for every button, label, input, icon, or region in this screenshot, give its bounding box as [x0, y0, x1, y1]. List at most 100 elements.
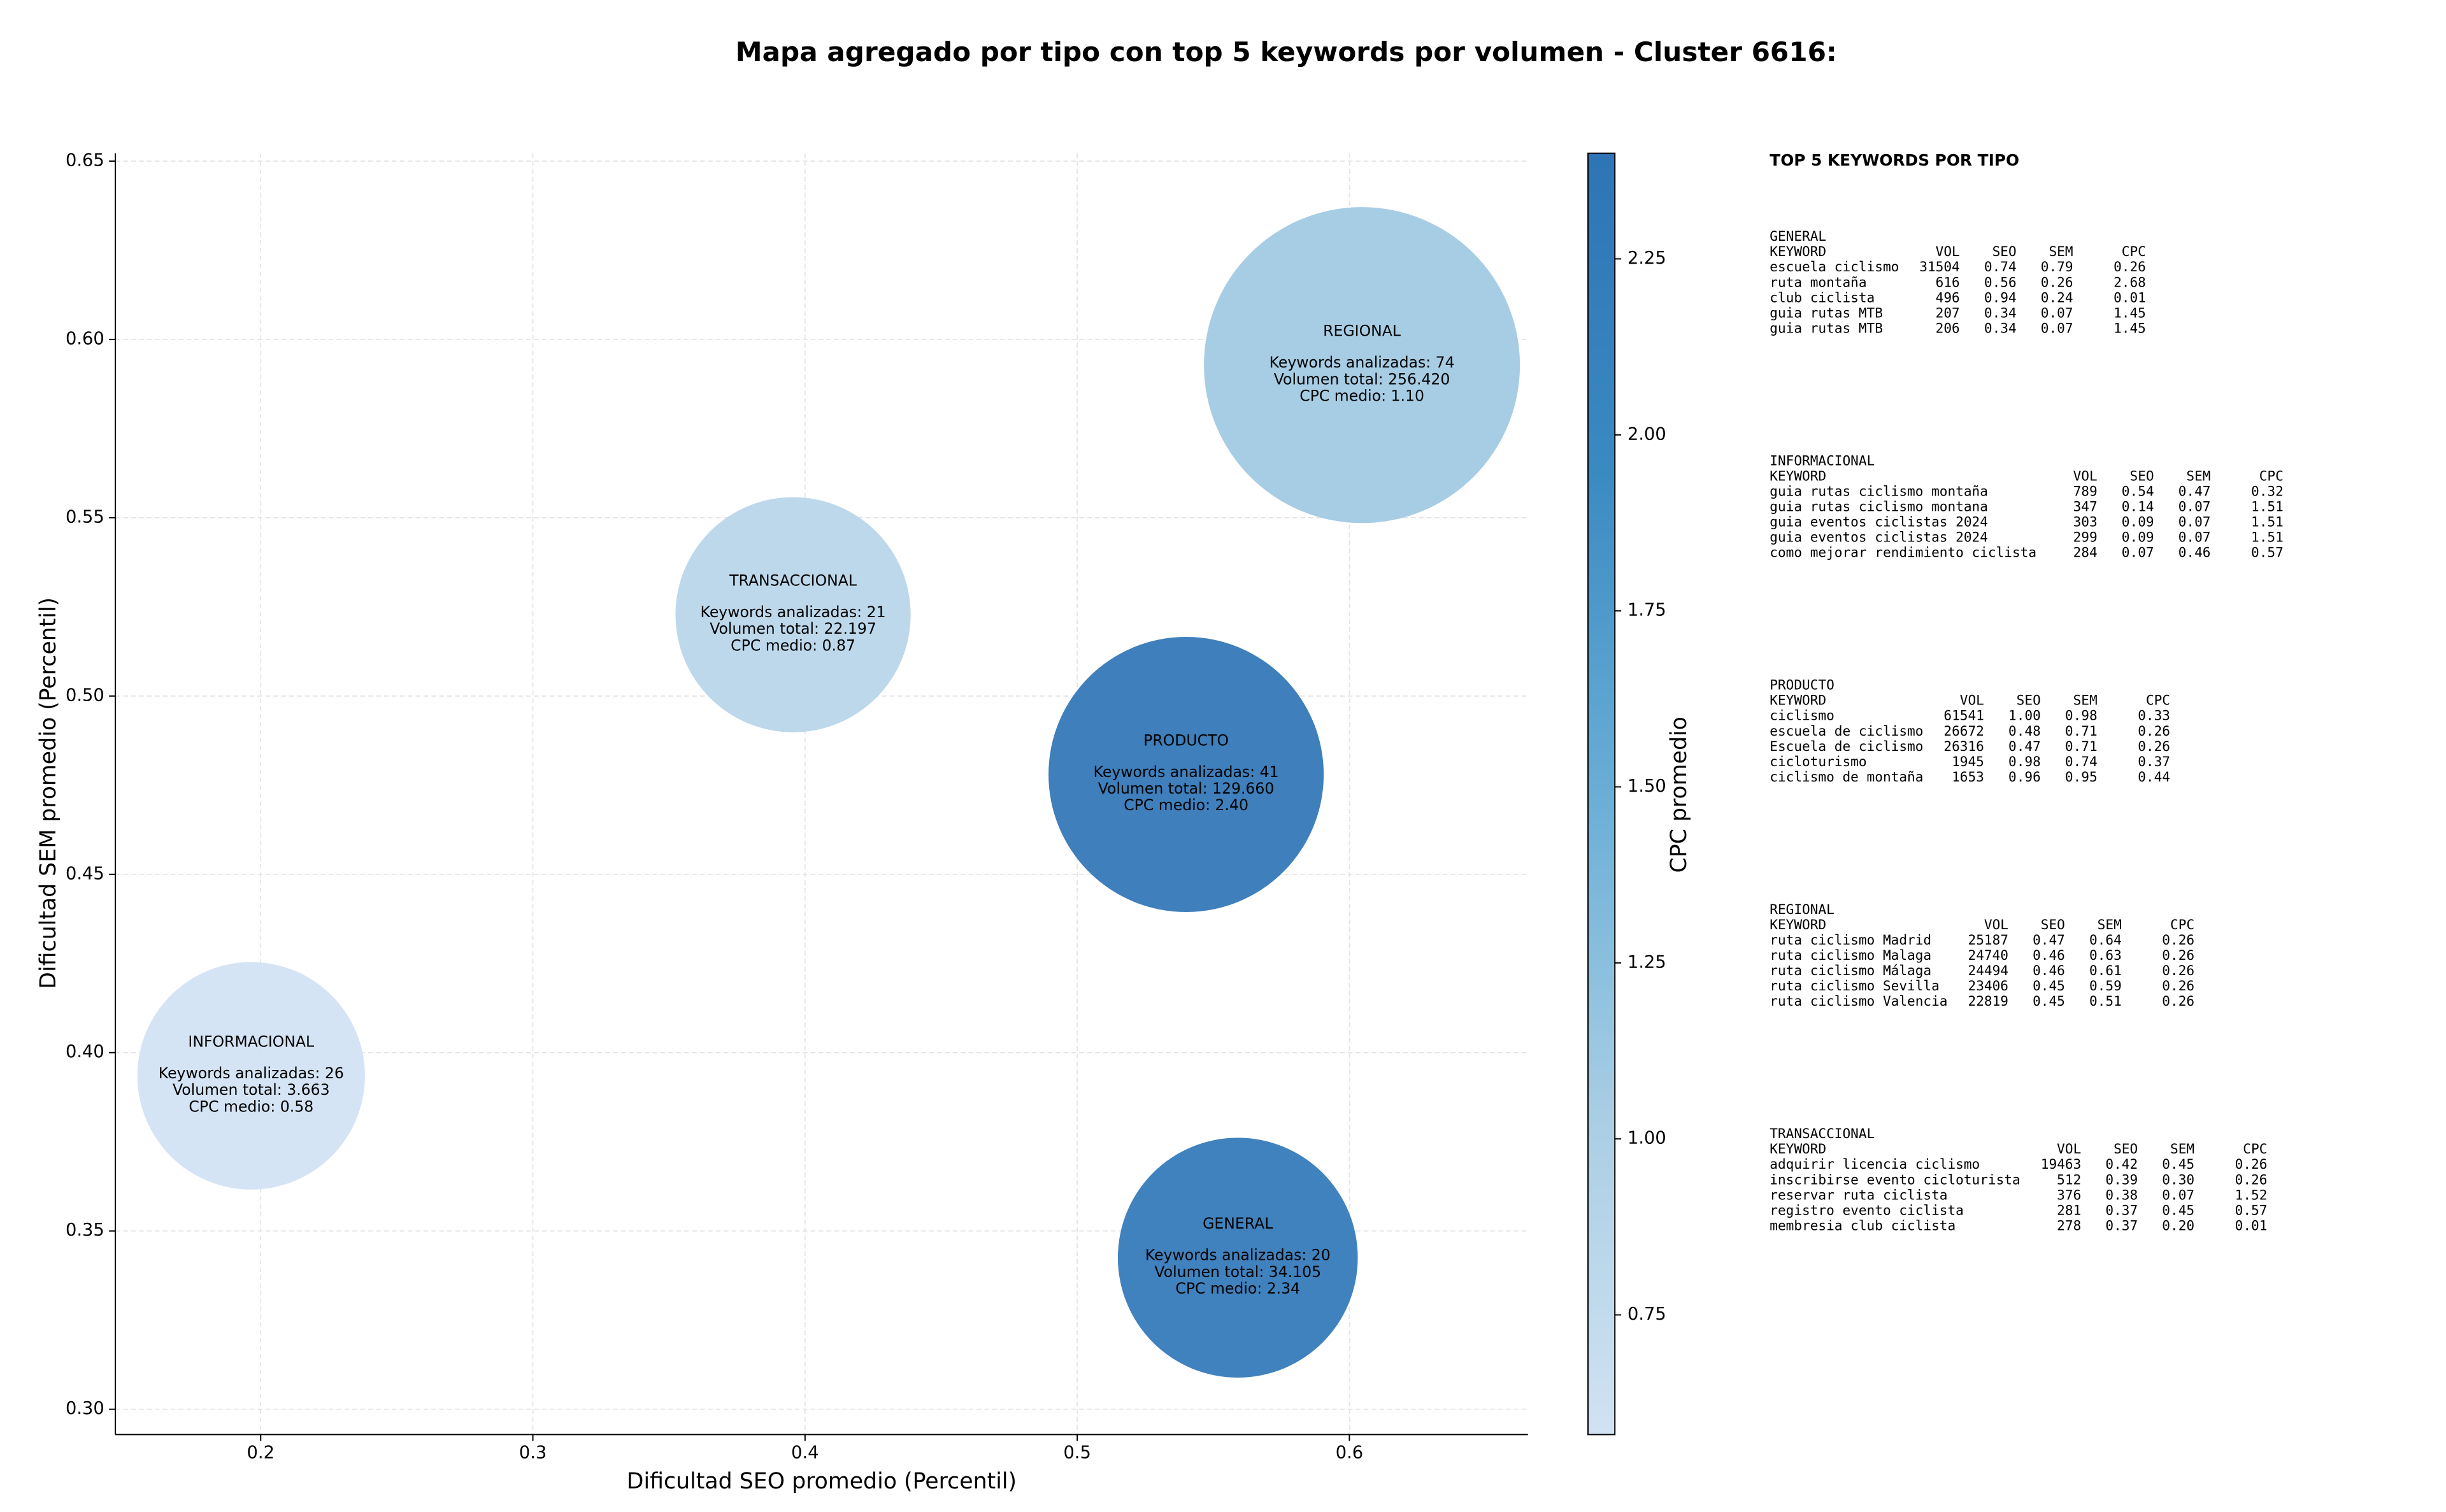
table-cell: 0.26 [2162, 993, 2194, 1009]
colorbar-tick-label: 1.25 [1627, 952, 1666, 972]
table-cell: 0.26 [2138, 723, 2170, 739]
table-cell: 303 [2073, 514, 2098, 530]
table-cell: 0.56 [1984, 274, 2017, 290]
table-header: SEO [2017, 692, 2041, 708]
table-cell: 0.79 [2041, 259, 2073, 275]
table-header: SEM [2170, 1141, 2194, 1157]
table-cell: 1653 [1952, 769, 1984, 785]
table-cell: 1.51 [2251, 499, 2284, 515]
table-header: CPC [2122, 243, 2146, 259]
table-cell: 207 [1936, 304, 1960, 320]
table-cell: 31504 [1919, 259, 1959, 275]
bubble [137, 962, 365, 1190]
table-cell: 0.59 [2089, 978, 2122, 994]
table-header: SEM [2049, 243, 2073, 259]
table-cell: 0.94 [1984, 289, 2017, 305]
table-cell: guia rutas ciclismo montana [1770, 499, 1988, 515]
table-cell: 61541 [1943, 708, 1984, 724]
y-tick-label: 0.50 [66, 685, 104, 705]
table-cell: 0.71 [2065, 738, 2098, 754]
table-cell: 1.45 [2113, 320, 2146, 336]
table-cell: 0.37 [2105, 1202, 2138, 1218]
table-cell: 278 [2057, 1217, 2081, 1233]
y-tick-label: 0.65 [66, 150, 104, 170]
bubble-label: Volumen total: 129.660 [1098, 780, 1275, 797]
table-cell: como mejorar rendimiento ciclista [1770, 545, 2036, 560]
table-header: SEO [1992, 243, 2017, 259]
bubble-label: CPC medio: 2.34 [1175, 1280, 1300, 1297]
bubble-label: CPC medio: 0.58 [189, 1097, 313, 1115]
table-cell: 2.68 [2113, 274, 2146, 290]
table-cell: 0.39 [2105, 1171, 2138, 1187]
table-cell: 0.74 [1984, 259, 2017, 275]
table-header: VOL [2057, 1141, 2081, 1157]
table-cell: 0.74 [2065, 753, 2098, 769]
table-cell: 0.07 [2122, 545, 2154, 560]
table-cell: escuela de ciclismo [1770, 723, 1923, 739]
colorbar-tick-label: 2.00 [1627, 424, 1666, 444]
table-cell: 616 [1936, 274, 1960, 290]
bubble-label: CPC medio: 1.10 [1299, 387, 1424, 404]
table-cell: Escuela de ciclismo [1770, 738, 1923, 754]
table-cell: 206 [1936, 320, 1960, 336]
table-cell: 0.46 [2033, 962, 2065, 978]
table-cell: 376 [2057, 1187, 2081, 1202]
table-cell: 0.46 [2033, 947, 2065, 963]
table-cell: 1.51 [2251, 529, 2284, 545]
colorbar-tick-label: 1.75 [1627, 601, 1666, 620]
table-cell: 0.98 [2065, 708, 2098, 724]
table-cell: 0.14 [2122, 499, 2154, 515]
table-cell: 26672 [1943, 723, 1984, 739]
table-cell: 0.07 [2178, 529, 2211, 545]
table-cell: inscribirse evento cicloturista [1770, 1171, 2020, 1187]
table-cell: 0.45 [2033, 978, 2065, 994]
colorbar-tick-label: 0.75 [1627, 1304, 1666, 1324]
table-cell: 0.26 [2235, 1156, 2268, 1172]
table-cell: 1945 [1952, 753, 1984, 769]
table-header: SEM [2073, 692, 2098, 708]
bubble-name: INFORMACIONAL [188, 1033, 314, 1051]
colorbar-tick-label: 1.00 [1627, 1129, 1666, 1148]
x-tick-label: 0.6 [1336, 1443, 1363, 1463]
table-cell: 281 [2057, 1202, 2081, 1218]
table-cell: 0.95 [2065, 769, 2098, 785]
table-cell: 0.26 [2162, 947, 2194, 963]
table-cell: 0.57 [2251, 545, 2284, 560]
colorbar-label: CPC promedio [1666, 717, 1692, 873]
table-cell: 512 [2057, 1171, 2081, 1187]
table-cell: 1.52 [2235, 1187, 2268, 1202]
bubble-label: Volumen total: 22.197 [710, 620, 876, 638]
table-header: KEYWORD [1770, 916, 1826, 932]
table-cell: 25187 [1968, 932, 2008, 948]
table-cell: 0.47 [2008, 738, 2041, 754]
table-cell: 0.61 [2089, 962, 2122, 978]
x-tick-label: 0.5 [1063, 1443, 1091, 1463]
table-cell: ruta ciclismo Valencia [1770, 993, 1947, 1009]
table-cell: 0.07 [2041, 320, 2073, 336]
section-name: GENERAL [1770, 228, 1826, 244]
table-cell: guia rutas MTB [1770, 304, 1883, 320]
table-cell: cicloturismo [1770, 753, 1866, 769]
table-header: SEO [2041, 916, 2065, 932]
bubble-label: Volumen total: 3.663 [173, 1081, 330, 1099]
table-cell: 0.30 [2162, 1171, 2194, 1187]
table-cell: escuela ciclismo [1770, 259, 1899, 275]
table-header: SEM [2186, 467, 2210, 483]
table-header: VOL [1960, 692, 1984, 708]
table-cell: 0.24 [2041, 289, 2073, 305]
table-cell: 0.47 [2178, 483, 2211, 499]
bubble [675, 497, 911, 732]
bubble-name: TRANSACCIONAL [729, 572, 857, 590]
table-cell: reservar ruta ciclista [1770, 1187, 1947, 1202]
table-cell: ruta ciclismo Madrid [1770, 932, 1931, 948]
table-cell: 1.45 [2113, 304, 2146, 320]
bubble-label: Keywords analizadas: 26 [159, 1064, 344, 1082]
table-header: KEYWORD [1770, 1141, 1826, 1157]
table-cell: 0.71 [2065, 723, 2098, 739]
bubble [1048, 636, 1324, 913]
table-cell: 0.54 [2122, 483, 2154, 499]
table-cell: 0.37 [2105, 1217, 2138, 1233]
table-cell: 22819 [1968, 993, 2008, 1009]
table-cell: 0.07 [2178, 499, 2211, 515]
table-cell: ruta ciclismo Sevilla [1770, 978, 1940, 994]
